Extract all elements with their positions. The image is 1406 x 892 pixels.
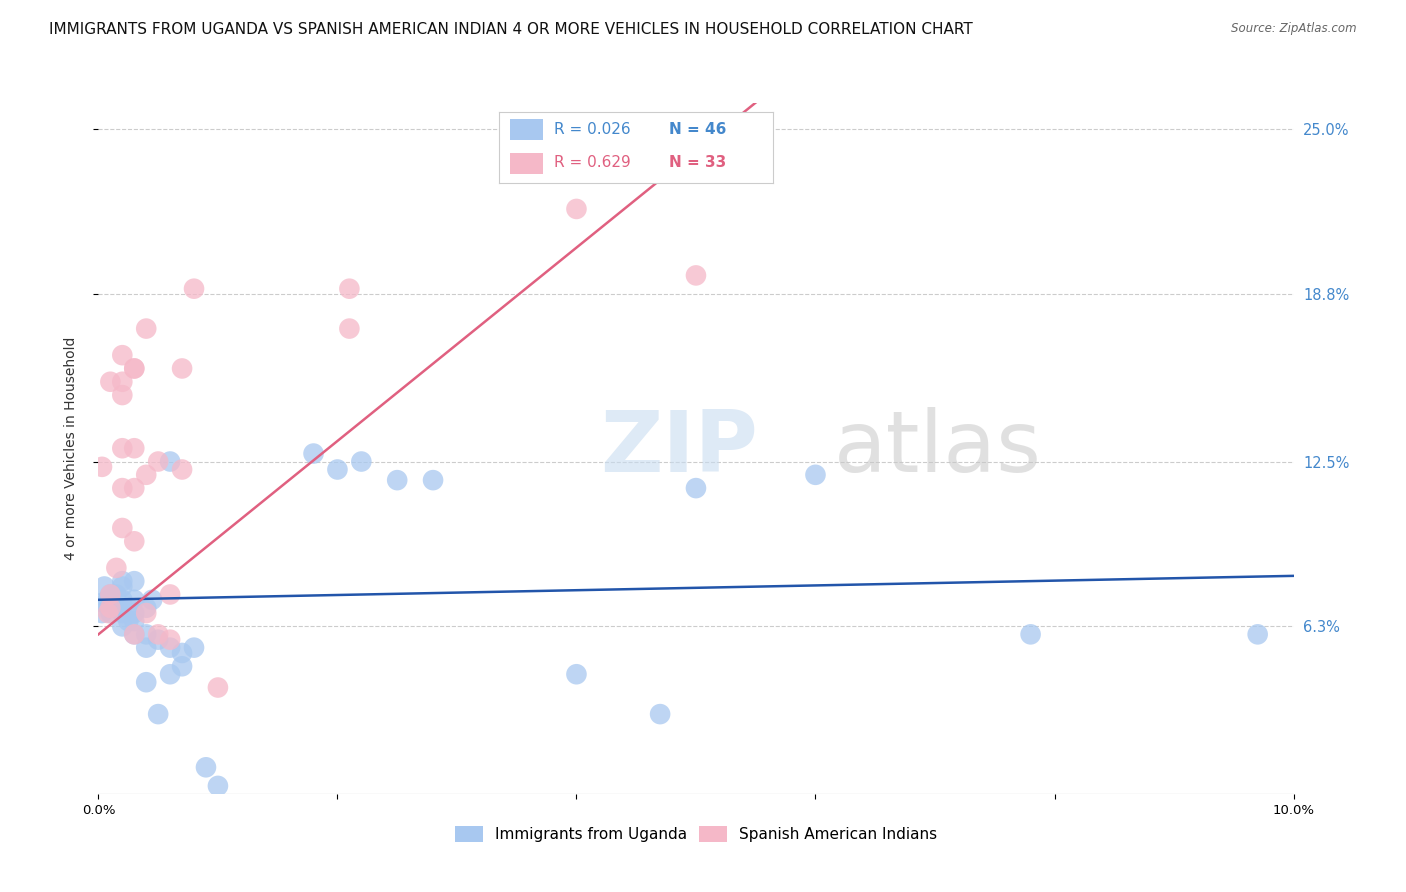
Text: Source: ZipAtlas.com: Source: ZipAtlas.com: [1232, 22, 1357, 36]
Point: [124, 614, 146, 628]
Point: [207, 681, 229, 695]
Point: [111, 442, 134, 456]
Point: [124, 592, 146, 607]
Legend: Immigrants from Uganda, Spanish American Indians: Immigrants from Uganda, Spanish American…: [449, 821, 943, 848]
Point: [97, 606, 120, 620]
Point: [650, 707, 672, 722]
Point: [124, 481, 146, 495]
Point: [98, 600, 122, 615]
Point: [117, 614, 139, 628]
Bar: [510, 153, 543, 174]
Point: [183, 282, 205, 296]
Text: IMMIGRANTS FROM UGANDA VS SPANISH AMERICAN INDIAN 4 OR MORE VEHICLES IN HOUSEHOL: IMMIGRANTS FROM UGANDA VS SPANISH AMERIC…: [49, 22, 973, 37]
Point: [124, 627, 146, 641]
Point: [565, 667, 588, 681]
Point: [135, 600, 157, 615]
Point: [91, 606, 114, 620]
Point: [159, 454, 181, 468]
Point: [302, 446, 325, 460]
Point: [105, 561, 128, 575]
Point: [105, 587, 128, 601]
Point: [105, 600, 128, 615]
Text: R = 0.026: R = 0.026: [554, 122, 630, 136]
Point: [172, 462, 194, 476]
Point: [565, 202, 588, 216]
Point: [804, 467, 827, 482]
Point: [111, 375, 134, 389]
Point: [111, 348, 134, 362]
Point: [159, 632, 181, 647]
Text: atlas: atlas: [834, 407, 1042, 490]
Y-axis label: 4 or more Vehicles in Household: 4 or more Vehicles in Household: [63, 336, 77, 560]
Point: [172, 646, 194, 660]
Point: [91, 595, 114, 609]
Point: [117, 600, 139, 615]
Point: [124, 627, 146, 641]
Point: [111, 592, 134, 607]
Point: [124, 442, 146, 456]
Point: [1247, 627, 1270, 641]
Point: [685, 268, 707, 283]
Text: ZIP: ZIP: [600, 407, 758, 490]
Point: [1019, 627, 1042, 641]
Point: [111, 521, 134, 535]
Point: [91, 459, 114, 474]
Point: [159, 587, 181, 601]
Point: [111, 481, 134, 495]
Point: [98, 587, 122, 601]
Point: [111, 574, 134, 589]
Point: [135, 627, 157, 641]
Point: [111, 606, 134, 620]
Point: [135, 640, 157, 655]
Point: [111, 388, 134, 402]
Point: [98, 587, 122, 601]
Point: [350, 454, 373, 468]
Point: [124, 606, 146, 620]
Point: [135, 321, 157, 335]
Point: [111, 619, 134, 633]
Point: [124, 361, 146, 376]
Point: [148, 707, 170, 722]
Point: [124, 361, 146, 376]
Point: [172, 361, 194, 376]
Point: [422, 473, 444, 487]
Point: [339, 321, 361, 335]
Point: [135, 675, 157, 690]
Point: [339, 282, 361, 296]
Text: N = 46: N = 46: [669, 122, 727, 136]
Point: [183, 640, 205, 655]
Point: [159, 667, 181, 681]
Point: [98, 375, 122, 389]
Point: [148, 454, 170, 468]
Point: [207, 779, 229, 793]
Point: [141, 592, 163, 607]
Text: N = 33: N = 33: [669, 155, 727, 170]
Point: [326, 462, 349, 476]
Point: [159, 640, 181, 655]
Point: [124, 534, 146, 549]
Point: [111, 580, 134, 594]
Point: [135, 606, 157, 620]
Point: [385, 473, 409, 487]
Point: [98, 606, 122, 620]
Bar: [510, 119, 543, 140]
Point: [97, 592, 120, 607]
Point: [172, 659, 194, 673]
Point: [93, 580, 115, 594]
Point: [135, 467, 157, 482]
Point: [124, 574, 146, 589]
Point: [148, 627, 170, 641]
Text: R = 0.629: R = 0.629: [554, 155, 631, 170]
Point: [148, 632, 170, 647]
Point: [195, 760, 218, 774]
Point: [685, 481, 707, 495]
